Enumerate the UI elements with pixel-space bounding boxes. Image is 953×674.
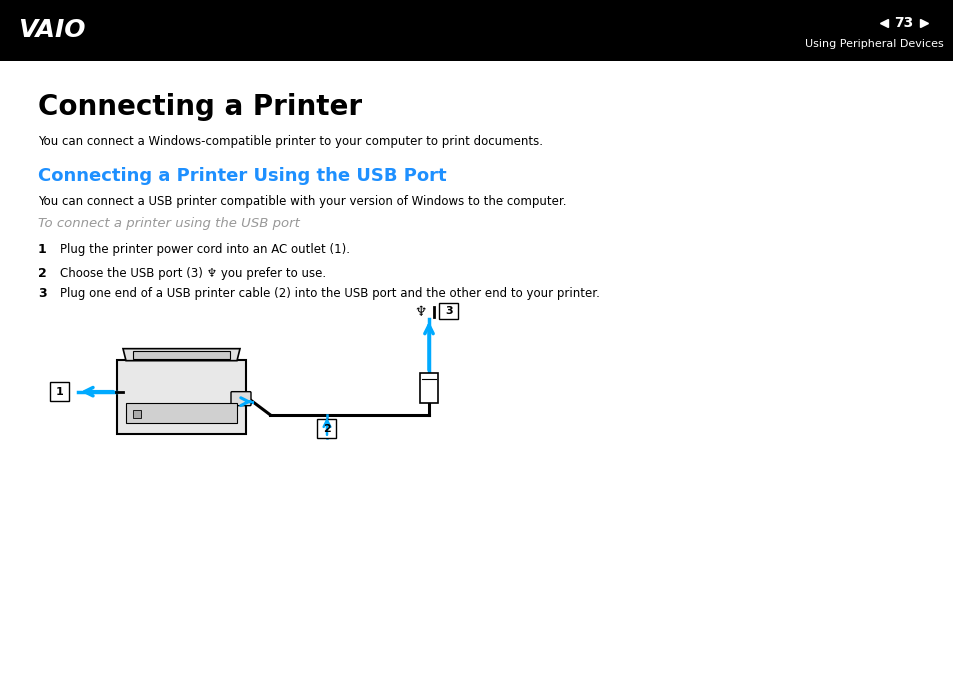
- Text: 1: 1: [56, 387, 64, 397]
- Text: 1: 1: [38, 243, 47, 255]
- FancyBboxPatch shape: [439, 303, 458, 319]
- Text: You can connect a USB printer compatible with your version of Windows to the com: You can connect a USB printer compatible…: [38, 195, 566, 208]
- Text: 3: 3: [38, 286, 47, 300]
- Text: Using Peripheral Devices: Using Peripheral Devices: [804, 38, 943, 49]
- Text: 2: 2: [323, 424, 331, 433]
- Bar: [126, 402, 236, 423]
- Text: Plug the printer power cord into an AC outlet (1).: Plug the printer power cord into an AC o…: [60, 243, 350, 255]
- Bar: [419, 373, 437, 402]
- Text: Choose the USB port (3) ♆ you prefer to use.: Choose the USB port (3) ♆ you prefer to …: [60, 267, 326, 280]
- Text: Connecting a Printer: Connecting a Printer: [38, 92, 362, 121]
- FancyBboxPatch shape: [117, 360, 246, 433]
- FancyBboxPatch shape: [51, 382, 70, 401]
- Polygon shape: [123, 348, 240, 361]
- Text: Connecting a Printer Using the USB Port: Connecting a Printer Using the USB Port: [38, 166, 446, 185]
- Bar: [132, 410, 141, 418]
- Text: ♆: ♆: [414, 305, 426, 319]
- Text: You can connect a Windows-compatible printer to your computer to print documents: You can connect a Windows-compatible pri…: [38, 135, 542, 148]
- Text: 3: 3: [445, 306, 453, 316]
- Text: To connect a printer using the USB port: To connect a printer using the USB port: [38, 216, 299, 230]
- Text: Plug one end of a USB printer cable (2) into the USB port and the other end to y: Plug one end of a USB printer cable (2) …: [60, 286, 599, 300]
- Text: VAIO: VAIO: [18, 18, 86, 42]
- Bar: [132, 350, 230, 359]
- Text: 73: 73: [893, 16, 913, 30]
- FancyBboxPatch shape: [231, 392, 251, 406]
- Text: 2: 2: [38, 267, 47, 280]
- FancyBboxPatch shape: [317, 419, 336, 438]
- Bar: [0, 0, 953, 61]
